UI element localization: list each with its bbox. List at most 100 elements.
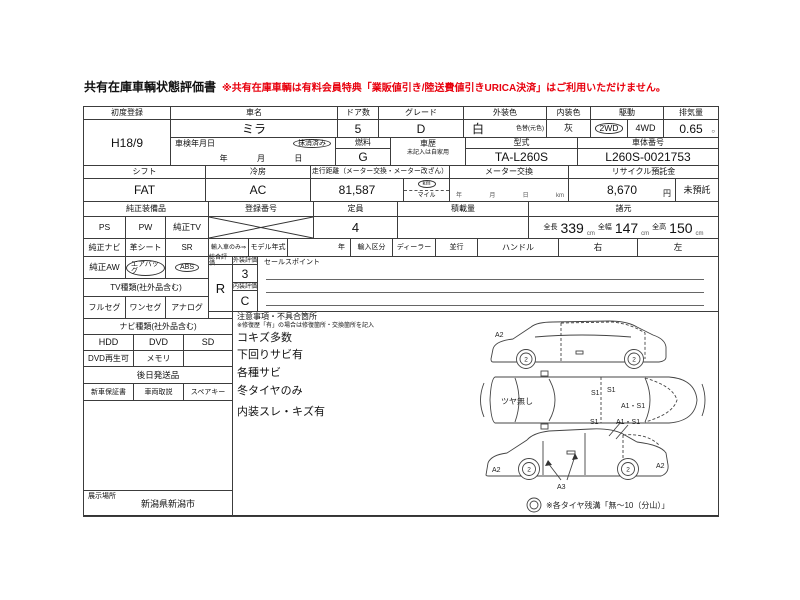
equip-oem-aw: 純正AW	[83, 256, 126, 279]
meter-year: 年	[456, 193, 463, 199]
val-load-empty	[397, 216, 529, 239]
notes-title: 注意事項・不具合箇所	[237, 312, 317, 321]
cell-dealer: ディーラー	[392, 238, 436, 257]
note-item-4: 冬タイヤのみ	[237, 385, 303, 397]
car-side-top-body	[490, 320, 667, 363]
meter-km: km	[555, 193, 564, 199]
val-recycle-status: 未預託	[675, 178, 719, 202]
equip-sd: SD	[183, 334, 233, 351]
hdr-meter-exchange: メーター交換	[449, 165, 569, 179]
hdr-first-reg: 初度登録	[83, 106, 171, 120]
spec-width-label: 全幅	[597, 224, 612, 231]
car-damage-diagram: A2 2 2 ツヤ無し S1 S1 A1・S1 S1 A1・S1 A2 A2 A…	[480, 320, 706, 513]
equip-abs: ABS	[165, 256, 209, 279]
label-a2-front: A2	[492, 467, 501, 474]
hdr-int-color: 内装色	[546, 106, 591, 120]
month-label: 月	[256, 154, 265, 163]
val-vin: L260S-0021753	[577, 148, 719, 166]
page-header: 共有在庫車輌状態評価書 ※共有在庫車輌は有料会員特典「業販値引き/陸送費値引きU…	[84, 78, 724, 96]
label-a1s1-b: A1・S1	[616, 419, 640, 426]
wheel-mark-3: 2	[527, 467, 531, 474]
equip-navi-empty	[183, 350, 233, 367]
val-exterior-eval: 3	[232, 264, 258, 283]
label-s1-c: S1	[590, 419, 599, 426]
cell-meter-exchange: 年 月 日 km	[449, 178, 569, 202]
displacement-text: 0.65	[679, 121, 703, 136]
display-location-value: 新潟県新潟市	[140, 499, 195, 509]
cell-model-year-value: 年	[287, 238, 351, 257]
hdr-load: 積載量	[397, 201, 529, 217]
note-item-5: 内装スレ・キズ有	[237, 406, 325, 418]
val-ext-color: 白 色替(元色)	[463, 119, 547, 138]
val-shift: FAT	[83, 178, 206, 202]
spec-length-label: 全長	[543, 224, 558, 231]
hdr-mileage: 走行距離（メーター交換・メーター改ざん）	[310, 165, 450, 179]
cell-specs: 全長 339 cm 全幅 147 cm 全高 150 cm	[528, 216, 719, 239]
hdr-displacement: 排気量	[663, 106, 719, 120]
wheel-mark-2: 2	[632, 357, 636, 364]
hdr-doors: ドア数	[337, 106, 379, 120]
day-label: 日	[294, 154, 303, 163]
label-tsuya-nashi: ツヤ無し	[501, 396, 533, 406]
history-note: 未記入は自家用	[406, 150, 449, 156]
cell-handle-right: 右	[558, 238, 638, 257]
notes-subtitle: ※修復歴「有」の場合は修復箇所・交換箇所を記入	[237, 323, 375, 329]
spec-height-unit: cm	[695, 231, 704, 237]
hdr-drive: 駆動	[590, 106, 664, 120]
equip-hdd: HDD	[83, 334, 134, 351]
ext-color-note: 色替(元色)	[516, 126, 544, 132]
item-warranty-book: 新車保証書	[83, 383, 134, 401]
item-manual: 車両取説	[133, 383, 184, 401]
displacement-mark: ○	[711, 129, 715, 135]
mileage-unit-box: km マイル	[403, 179, 449, 201]
deregistered-mark: 抹消済み	[293, 139, 331, 148]
spec-length-value: 339	[560, 219, 584, 236]
equip-pw: PW	[125, 216, 166, 239]
hdr-handle: ハンドル	[477, 238, 559, 257]
header-warning: ※共有在庫車輌は有料会員特典「業販値引き/陸送費値引きURICA決済」はご利用い…	[222, 83, 666, 94]
hdr-grade: グレード	[378, 106, 464, 120]
cell-history: 車歴 未記入は自家用	[390, 137, 466, 166]
hdr-capacity: 定員	[313, 201, 398, 217]
val-fuel: G	[335, 148, 391, 166]
val-first-reg: H18/9	[83, 119, 171, 166]
spec-length-unit: cm	[586, 231, 595, 237]
left-empty-box	[83, 400, 233, 491]
val-grade: D	[378, 119, 464, 138]
inspection-top-line: 車検年月日 抹消済み	[175, 139, 331, 148]
val-car-name: ミラ	[170, 119, 338, 138]
val-drive-2wd: 2WD	[590, 119, 628, 138]
val-doors: 5	[337, 119, 379, 138]
meter-exchange-units: 年 月 日 km	[456, 193, 564, 199]
note-item-1: コキズ多数	[237, 332, 292, 344]
year-label: 年	[219, 154, 228, 163]
val-cooling: AC	[205, 178, 311, 202]
notes-pane: 注意事項・不具合箇所 ※修復歴「有」の場合は修復箇所・交換箇所を記入 コキズ多数…	[232, 311, 719, 517]
mileage-unit-mile: マイル	[417, 192, 436, 199]
val-model-code: TA-L260S	[465, 148, 578, 166]
label-s1-a: S1	[591, 390, 600, 397]
hdr-tv-type: TV種類(社外品含む)	[83, 278, 209, 297]
sales-point-label: セールスポイント	[264, 259, 320, 266]
hdr-later-shipping: 後日発送品	[83, 366, 233, 384]
cell-mileage: 81,587 km マイル	[310, 178, 450, 202]
val-drive-4wd: 4WD	[627, 119, 664, 138]
equip-dvd-play: DVD再生可	[83, 350, 134, 367]
cell-inspection-date: 車検年月日 抹消済み 年 月 日	[170, 137, 336, 166]
equip-sr: SR	[165, 238, 209, 257]
val-int-color: 灰	[546, 119, 591, 138]
cell-display-location: 展示場所 新潟県新潟市	[83, 490, 233, 517]
cell-sales-point: セールスポイント	[257, 256, 719, 312]
wheel-mark-4: 2	[626, 467, 630, 474]
meter-day: 日	[522, 193, 529, 199]
sales-line-2	[266, 292, 704, 293]
hdr-cooling: 冷房	[205, 165, 311, 179]
hdr-import-class: 輸入区分	[350, 238, 393, 257]
yen-label: 円	[663, 189, 671, 198]
ext-color-text: 白	[472, 121, 485, 136]
val-overall-eval: R	[208, 264, 233, 312]
spec-height-value: 150	[669, 219, 693, 236]
label-s1-b: S1	[607, 387, 616, 394]
history-label: 車歴	[420, 139, 436, 148]
drive-2wd-circled: 2WD	[594, 123, 624, 134]
